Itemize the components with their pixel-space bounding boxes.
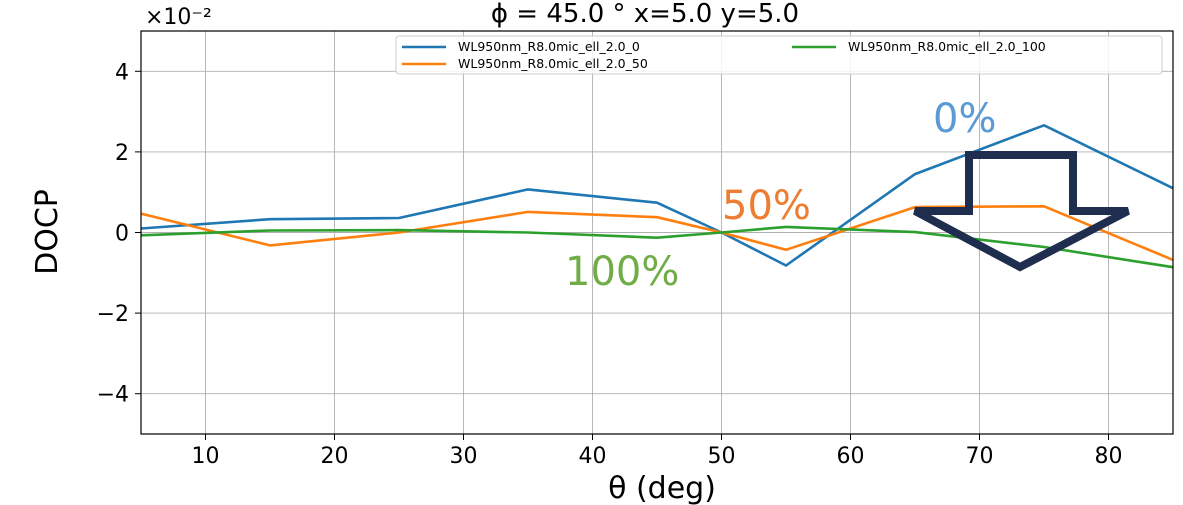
y-scale-label: ×10⁻²: [145, 5, 212, 30]
ticks: 10 20 30 40 50 60 70 80 −4 −2 0 2 4: [97, 60, 1123, 469]
x-tick-label: 50: [708, 444, 736, 469]
x-tick-label: 80: [1095, 444, 1123, 469]
y-tick-label: −4: [97, 383, 129, 408]
x-tick-label: 30: [450, 444, 478, 469]
grid: [141, 31, 1173, 434]
legend-label-2: WL950nm_R8.0mic_ell_2.0_100: [848, 39, 1046, 54]
legend-label-1: WL950nm_R8.0mic_ell_2.0_50: [458, 56, 648, 71]
x-tick-label: 40: [579, 444, 607, 469]
x-tick-label: 60: [837, 444, 865, 469]
y-tick-label: −2: [97, 302, 129, 327]
legend-box: [395, 35, 1163, 75]
down-arrow: [913, 151, 1130, 272]
x-tick-label: 10: [192, 444, 220, 469]
annotation-50-percent: 50%: [722, 183, 811, 229]
y-tick-label: 4: [115, 60, 129, 85]
x-tick-label: 20: [321, 444, 349, 469]
series-line-2: [140, 225, 1174, 269]
y-tick-label: 0: [115, 222, 129, 247]
chart-title: ϕ = 45.0 ° x=5.0 y=5.0: [491, 0, 799, 29]
annotation-0-percent: 0%: [933, 96, 996, 142]
series-line-1: [140, 205, 1174, 262]
y-axis-label: DOCP: [30, 189, 65, 275]
legend: WL950nm_R8.0mic_ell_2.0_0 WL950nm_R8.0mi…: [395, 35, 1163, 75]
legend-label-0: WL950nm_R8.0mic_ell_2.0_0: [458, 39, 640, 54]
y-tick-label: 2: [115, 141, 129, 166]
x-tick-label: 70: [966, 444, 994, 469]
series-lines: [140, 124, 1174, 269]
series-line-0: [140, 124, 1174, 267]
annotation-100-percent: 100%: [565, 249, 679, 295]
x-axis-label: θ (deg): [608, 471, 716, 505]
